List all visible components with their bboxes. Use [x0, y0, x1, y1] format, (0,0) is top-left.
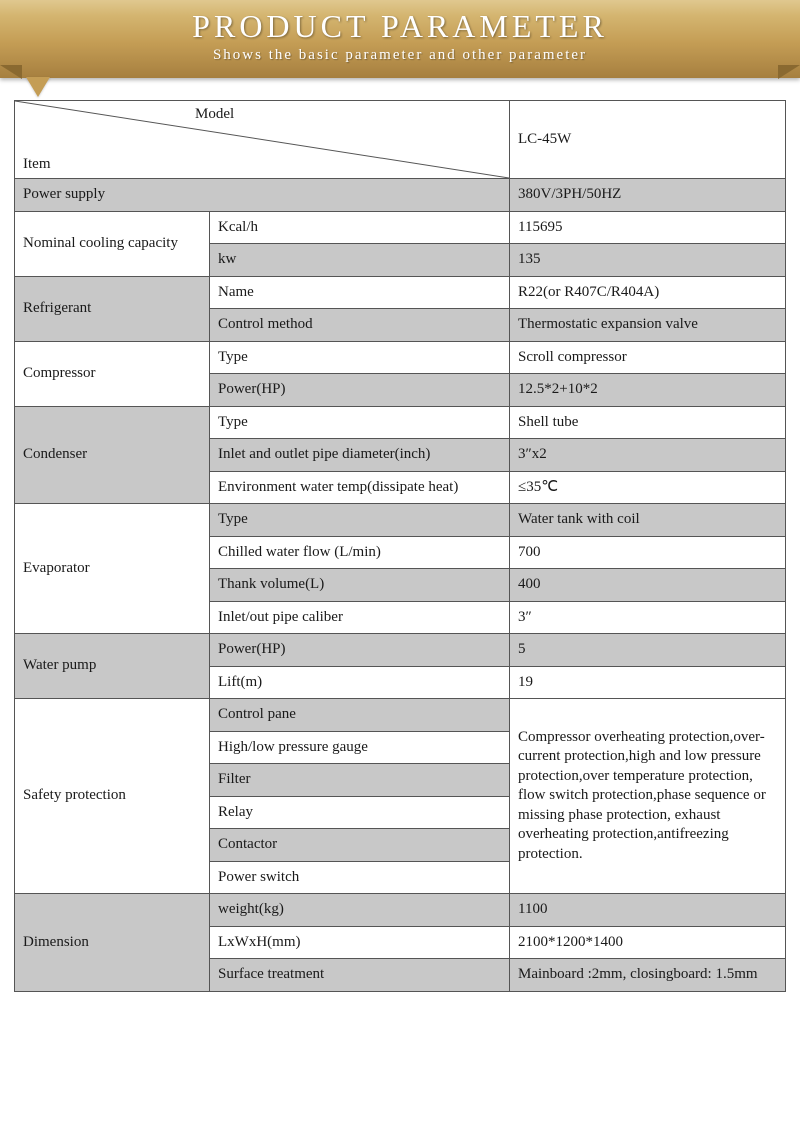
table-row: Refrigerant Name R22(or R407C/R404A): [15, 276, 786, 309]
parameter-sheet: Model Item LC-45W Power supply 380V/3PH/…: [14, 100, 786, 992]
sub-label: Lift(m): [210, 666, 510, 699]
sub-label: Type: [210, 406, 510, 439]
row-value: 1100: [510, 894, 786, 927]
sub-label: Thank volume(L): [210, 569, 510, 602]
row-value: 380V/3PH/50HZ: [510, 179, 786, 212]
sub-label: Surface treatment: [210, 959, 510, 992]
sub-label: kw: [210, 244, 510, 277]
row-value: ≤35℃: [510, 471, 786, 504]
row-value: Shell tube: [510, 406, 786, 439]
banner-title: PRODUCT PARAMETER: [0, 8, 800, 45]
header-model-value: LC-45W: [510, 101, 786, 179]
sub-label: weight(kg): [210, 894, 510, 927]
sub-label: LxWxH(mm): [210, 926, 510, 959]
row-value: 19: [510, 666, 786, 699]
row-value: Water tank with coil: [510, 504, 786, 537]
row-value: Scroll compressor: [510, 341, 786, 374]
row-value: 3″x2: [510, 439, 786, 472]
sub-label: Inlet and outlet pipe diameter(inch): [210, 439, 510, 472]
sub-label: Type: [210, 504, 510, 537]
row-value: 115695: [510, 211, 786, 244]
row-value: R22(or R407C/R404A): [510, 276, 786, 309]
table-row: Nominal cooling capacity Kcal/h 115695: [15, 211, 786, 244]
group-label: Refrigerant: [15, 276, 210, 341]
table-row: Condenser Type Shell tube: [15, 406, 786, 439]
row-value: Compressor overheating protection,over-c…: [510, 699, 786, 894]
table-row: Dimension weight(kg) 1100: [15, 894, 786, 927]
sub-label: Relay: [210, 796, 510, 829]
banner-notch-right: [778, 65, 800, 79]
sub-label: Control pane: [210, 699, 510, 732]
parameter-table: Model Item LC-45W Power supply 380V/3PH/…: [14, 100, 786, 992]
sub-label: Name: [210, 276, 510, 309]
banner: PRODUCT PARAMETER Shows the basic parame…: [0, 0, 800, 92]
ribbon-tail-icon: [26, 77, 50, 97]
header-diagonal-cell: Model Item: [15, 101, 510, 179]
header-model-label: Model: [195, 105, 234, 125]
row-value: Thermostatic expansion valve: [510, 309, 786, 342]
row-value: 700: [510, 536, 786, 569]
sub-label: Inlet/out pipe caliber: [210, 601, 510, 634]
group-label: Nominal cooling capacity: [15, 211, 210, 276]
sub-label: Control method: [210, 309, 510, 342]
sub-label: Environment water temp(dissipate heat): [210, 471, 510, 504]
table-row: Power supply 380V/3PH/50HZ: [15, 179, 786, 212]
sub-label: Type: [210, 341, 510, 374]
table-row: Safety protection Control pane Compresso…: [15, 699, 786, 732]
table-row: Compressor Type Scroll compressor: [15, 341, 786, 374]
group-label: Compressor: [15, 341, 210, 406]
row-value: 2100*1200*1400: [510, 926, 786, 959]
group-label: Evaporator: [15, 504, 210, 634]
row-value: Mainboard :2mm, closingboard: 1.5mm: [510, 959, 786, 992]
sub-label: Contactor: [210, 829, 510, 862]
sub-label: High/low pressure gauge: [210, 731, 510, 764]
row-value: 12.5*2+10*2: [510, 374, 786, 407]
row-label: Power supply: [15, 179, 510, 212]
group-label: Water pump: [15, 634, 210, 699]
banner-notch-left: [0, 65, 22, 79]
row-value: 3″: [510, 601, 786, 634]
table-header-row: Model Item LC-45W: [15, 101, 786, 179]
row-value: 400: [510, 569, 786, 602]
sub-label: Chilled water flow (L/min): [210, 536, 510, 569]
sub-label: Power switch: [210, 861, 510, 894]
table-row: Evaporator Type Water tank with coil: [15, 504, 786, 537]
sub-label: Filter: [210, 764, 510, 797]
sub-label: Power(HP): [210, 374, 510, 407]
group-label: Dimension: [15, 894, 210, 992]
row-value: 5: [510, 634, 786, 667]
table-row: Water pump Power(HP) 5: [15, 634, 786, 667]
row-value: 135: [510, 244, 786, 277]
banner-subtitle: Shows the basic parameter and other para…: [0, 47, 800, 64]
header-item-label: Item: [23, 155, 51, 175]
group-label: Safety protection: [15, 699, 210, 894]
group-label: Condenser: [15, 406, 210, 504]
sub-label: Power(HP): [210, 634, 510, 667]
sub-label: Kcal/h: [210, 211, 510, 244]
